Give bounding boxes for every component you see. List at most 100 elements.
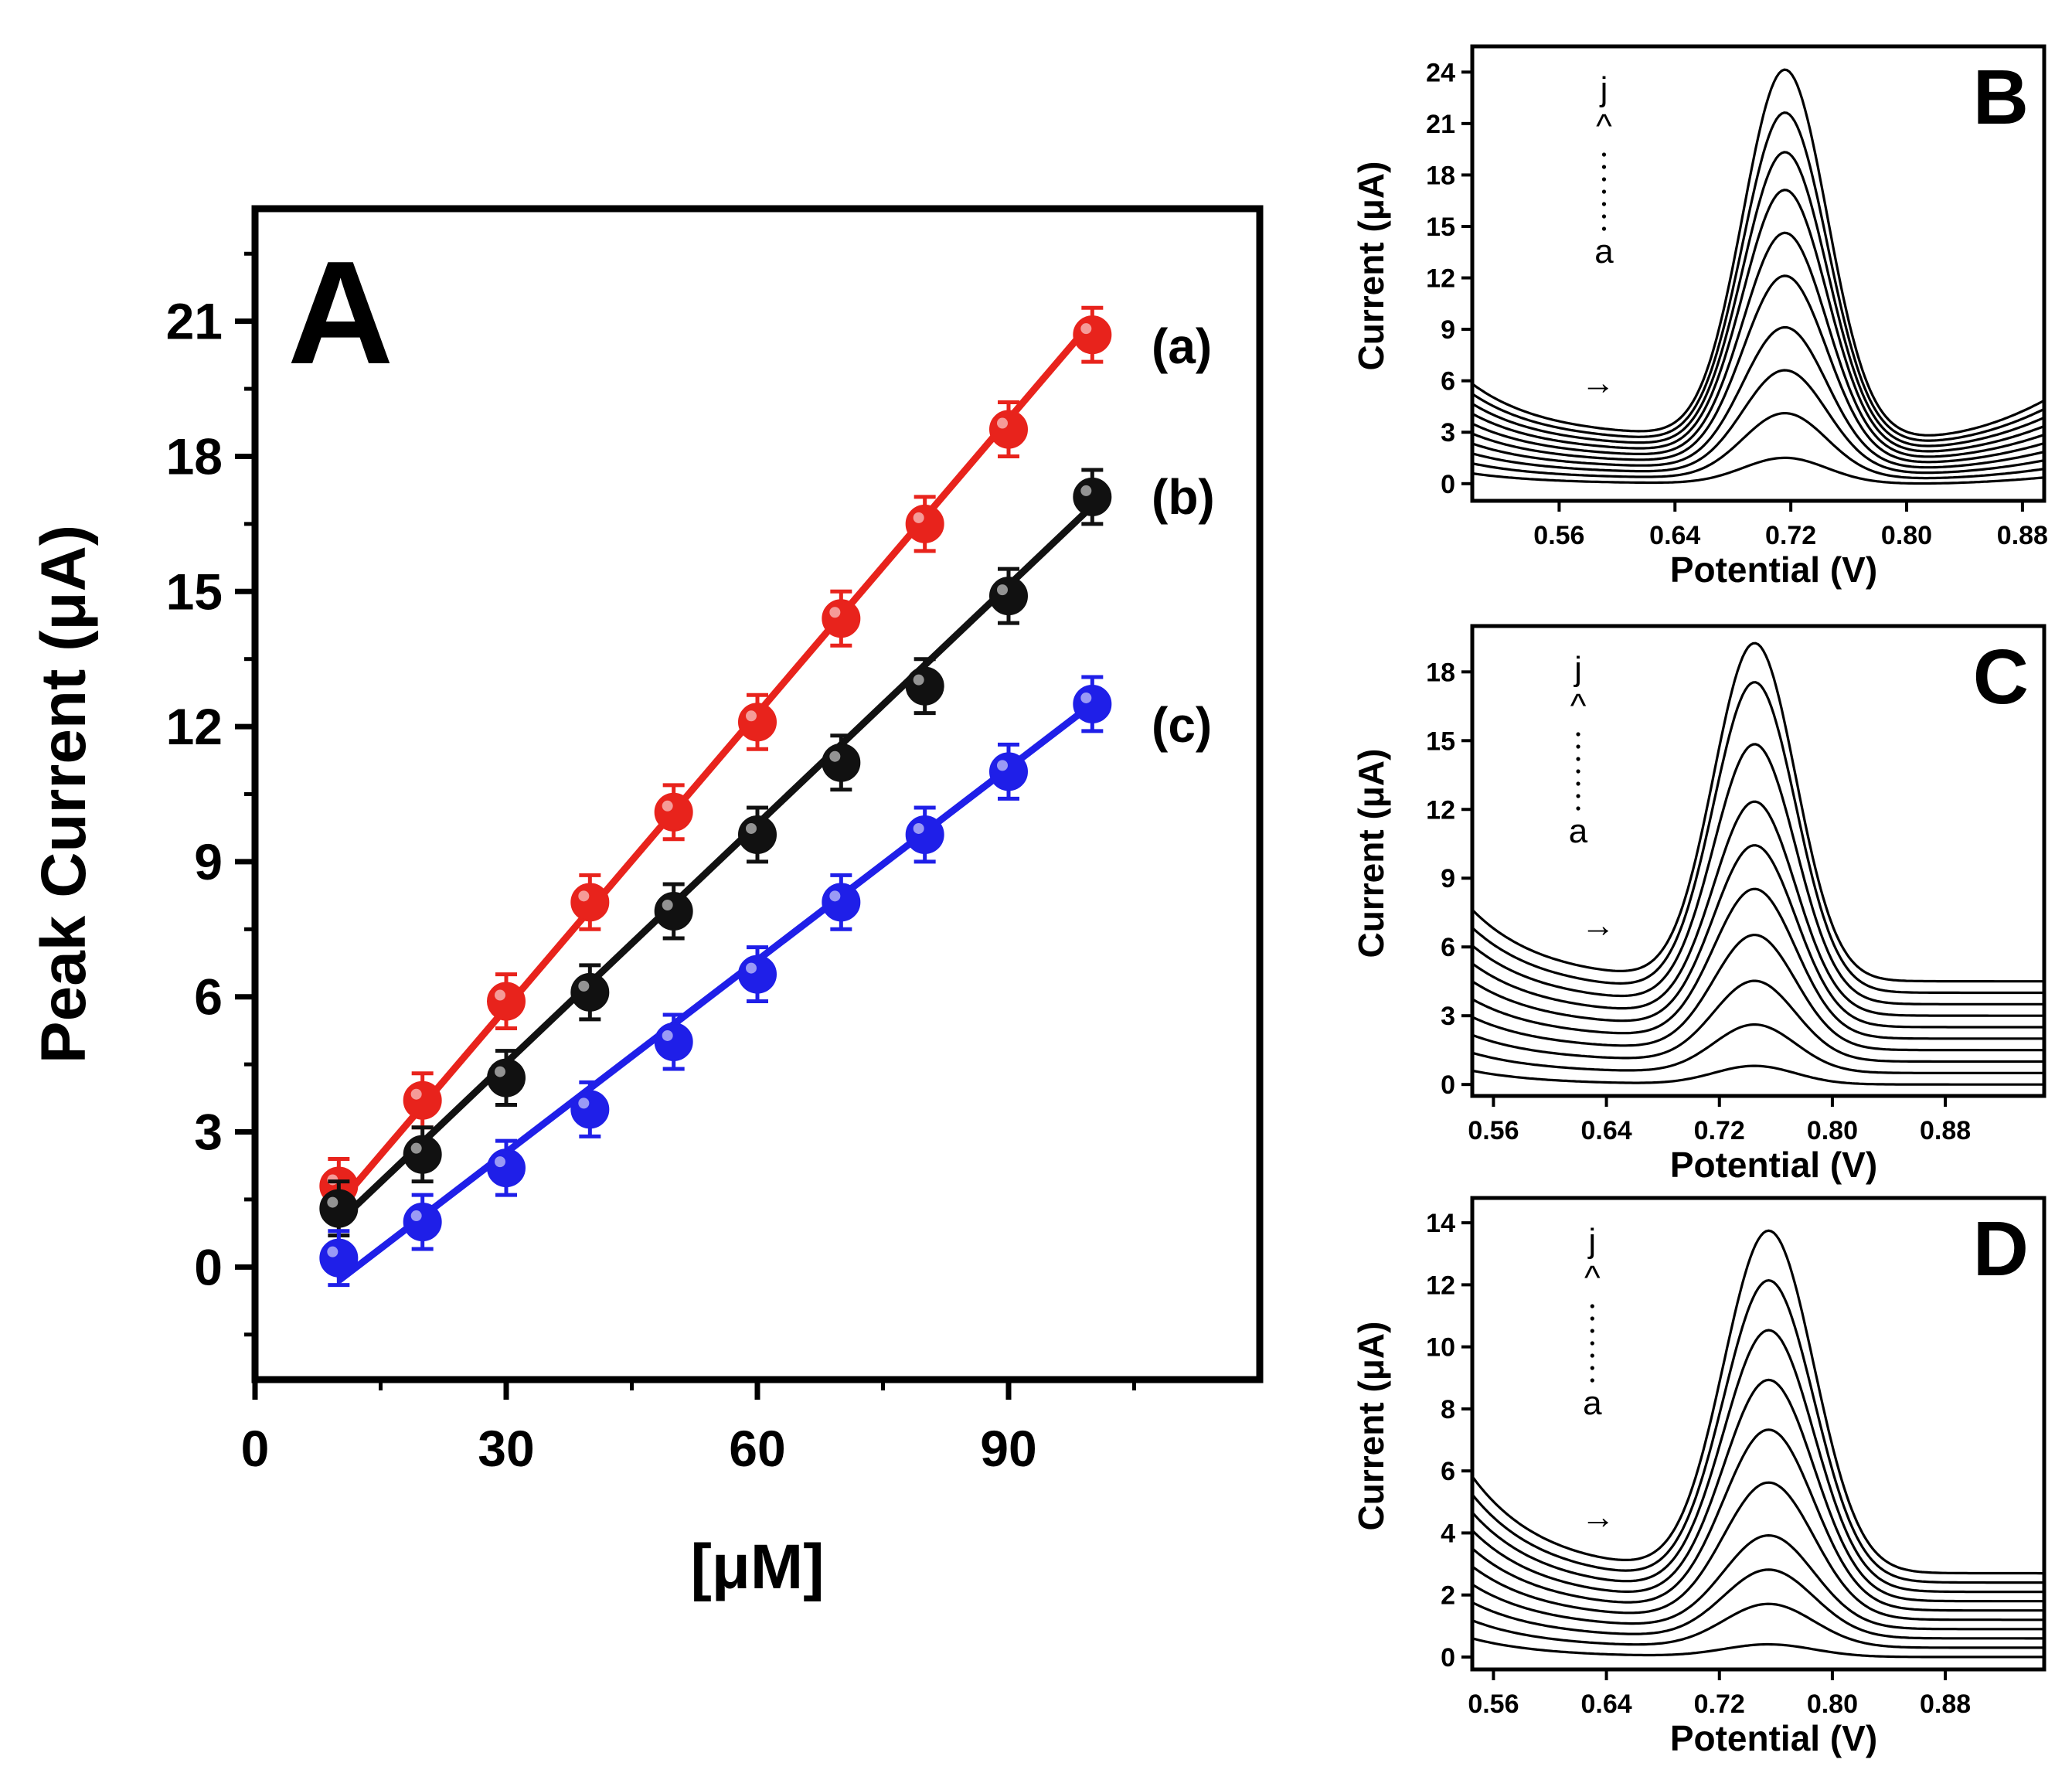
voltammogram-curve — [1472, 681, 2044, 995]
y-tick-label: 0 — [194, 1238, 223, 1295]
dot-leader — [1576, 806, 1580, 811]
data-point — [1073, 477, 1112, 516]
panel-label: A — [287, 231, 393, 395]
data-point-highlight — [1080, 692, 1092, 703]
voltammogram-curve — [1472, 151, 2044, 448]
data-point-highlight — [410, 1210, 422, 1222]
direction-mark: ^ — [1596, 107, 1612, 145]
curve-group — [1472, 68, 2044, 485]
data-point-highlight — [410, 1088, 422, 1100]
data-point-highlight — [495, 1156, 505, 1168]
x-tick-label: 0.80 — [1807, 1116, 1858, 1145]
dot-leader — [1576, 781, 1580, 786]
data-point — [905, 666, 944, 706]
y-axis-label: Current (μA) — [1351, 162, 1391, 371]
dot-leader — [1576, 794, 1580, 798]
data-point — [822, 883, 861, 922]
y-tick-label: 21 — [1426, 110, 1455, 139]
data-point-highlight — [327, 1196, 339, 1208]
voltammogram-curve — [1472, 189, 2044, 453]
x-tick-label: 0.56 — [1468, 1116, 1519, 1145]
data-point — [654, 792, 693, 832]
data-point — [905, 815, 944, 854]
y-tick-label: 12 — [166, 698, 223, 755]
dot-leader — [1601, 189, 1607, 194]
data-point — [570, 883, 610, 922]
curve-end-label: j — [1573, 650, 1582, 688]
y-tick-label: 15 — [1426, 213, 1455, 242]
voltammogram-curve — [1472, 369, 2044, 475]
y-axis-label: Current (μA) — [1351, 749, 1391, 958]
data-point — [989, 577, 1028, 616]
fit-line — [336, 701, 1095, 1284]
y-tick-label: 6 — [1441, 1457, 1455, 1486]
data-point — [989, 410, 1028, 449]
voltammogram-curve — [1472, 1378, 2044, 1603]
fit-line — [335, 318, 1095, 1206]
voltammogram-curve — [1472, 800, 2044, 1017]
series-label: (c) — [1152, 697, 1212, 753]
x-axis-label: Potential (V) — [1670, 1145, 1877, 1185]
data-point — [738, 955, 777, 994]
x-tick-label: 0.64 — [1580, 1690, 1631, 1719]
x-tick-label: 0.72 — [1765, 521, 1816, 550]
data-point-highlight — [1080, 485, 1092, 496]
data-point-highlight — [662, 800, 673, 812]
y-tick-label: 15 — [166, 563, 223, 620]
voltammogram-curve — [1472, 456, 2044, 485]
y-tick-label: 12 — [1426, 264, 1455, 294]
curve-end-label: j — [1587, 1222, 1596, 1260]
data-point — [738, 815, 777, 854]
direction-arrow: → — [1581, 907, 1615, 944]
dot-leader — [1601, 152, 1607, 157]
data-point-highlight — [327, 1246, 339, 1257]
plot-frame — [251, 205, 1264, 1383]
y-tick-label: 10 — [1426, 1333, 1455, 1363]
y-tick-label: 3 — [194, 1104, 223, 1161]
data-point-highlight — [578, 1097, 590, 1109]
y-tick-label: 3 — [1441, 418, 1455, 448]
panel-label: C — [1973, 634, 2029, 720]
data-point-highlight — [746, 822, 757, 834]
curve-group — [1472, 641, 2044, 1086]
data-point-highlight — [495, 989, 505, 1001]
dot-leader — [1601, 177, 1607, 182]
data-point-highlight — [662, 900, 673, 910]
data-point — [654, 1022, 693, 1061]
voltammogram-curve — [1472, 1229, 2044, 1575]
dot-leader — [1576, 769, 1580, 774]
data-point-highlight — [746, 962, 757, 974]
data-point-highlight — [829, 750, 841, 762]
curve-start-label: a — [1594, 233, 1614, 271]
voltammogram-curve — [1472, 325, 2044, 469]
y-tick-label: 12 — [1426, 1271, 1455, 1300]
data-point-highlight — [997, 584, 1008, 596]
y-axis-label: Current (μA) — [1351, 1322, 1391, 1531]
x-tick-label: 0.80 — [1881, 521, 1932, 550]
y-tick-label: 8 — [1441, 1395, 1455, 1424]
direction-mark: ^ — [1584, 1259, 1601, 1297]
voltammogram-curve — [1472, 1481, 2044, 1622]
dot-leader — [1576, 732, 1580, 737]
data-point — [487, 1149, 526, 1188]
data-point-highlight — [913, 512, 924, 523]
x-axis-label: Potential (V) — [1670, 550, 1877, 590]
dot-leader — [1601, 214, 1607, 219]
data-point — [403, 1135, 442, 1174]
plot-frame — [1470, 624, 2046, 1098]
voltammogram-curve — [1472, 231, 2044, 458]
voltammogram-curve — [1472, 641, 2044, 983]
curve-start-label: a — [1583, 1384, 1602, 1422]
direction-arrow: → — [1581, 364, 1615, 402]
dot-leader — [1590, 1316, 1594, 1321]
x-axis-label: [μM] — [690, 1532, 824, 1602]
data-point-highlight — [913, 674, 924, 686]
y-tick-label: 9 — [194, 833, 223, 890]
data-point — [403, 1203, 442, 1242]
voltammogram-curve — [1472, 743, 2044, 1006]
y-tick-label: 6 — [1441, 933, 1455, 962]
data-point — [487, 982, 526, 1021]
y-tick-label: 9 — [1441, 315, 1455, 345]
data-point — [822, 599, 861, 638]
series-label: (a) — [1152, 318, 1212, 374]
